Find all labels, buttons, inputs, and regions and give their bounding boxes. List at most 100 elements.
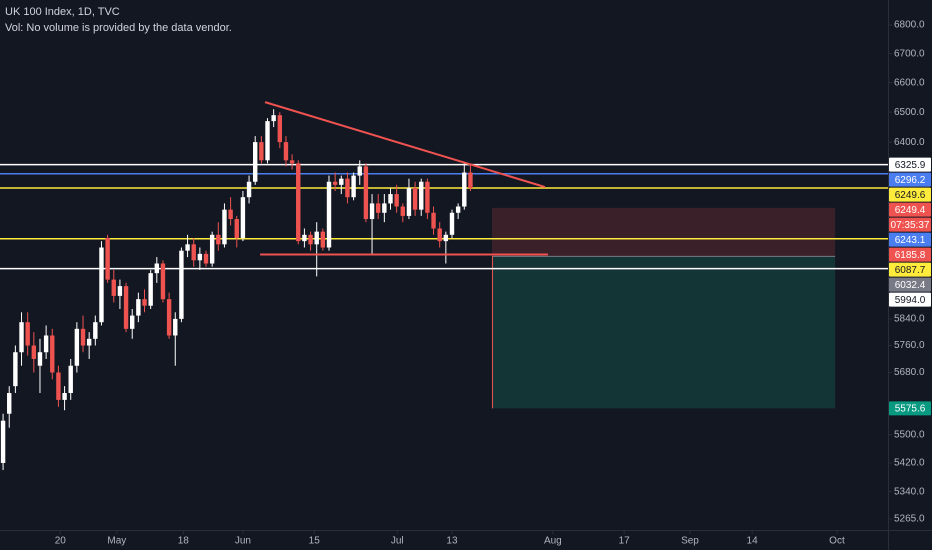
x-tick-label: Aug — [544, 536, 562, 547]
candle-body — [216, 234, 221, 245]
price-tag — [889, 401, 931, 416]
candle-body — [86, 338, 92, 346]
candle-body — [111, 279, 116, 296]
candle-body — [160, 263, 166, 300]
y-tick-label: 6800.0 — [894, 20, 925, 31]
price-tag — [889, 292, 931, 307]
candle-body — [253, 142, 258, 182]
candle-body — [68, 365, 73, 394]
candle-body — [246, 181, 252, 198]
candle-body — [388, 194, 393, 204]
price-tag-label: 6087.7 — [895, 265, 926, 276]
candle-body — [74, 328, 80, 366]
candle-body — [382, 203, 387, 213]
candle-body — [234, 219, 239, 238]
y-tick-label: 6500.0 — [894, 107, 925, 118]
x-tick-label: Sep — [681, 536, 699, 547]
candle-body — [443, 234, 449, 242]
candle-body — [13, 352, 18, 387]
candle-body — [173, 318, 178, 336]
trendline — [264, 101, 546, 188]
candle-body — [166, 299, 172, 336]
price-tag-label: 6249.4 — [895, 205, 926, 216]
price-tag — [889, 157, 931, 172]
y-tick-label: 5340.0 — [894, 486, 925, 497]
price-tag-label: 6249.6 — [895, 190, 926, 201]
x-tick-label: 17 — [619, 536, 631, 547]
y-tick-label: 5265.0 — [894, 514, 925, 525]
candle-body — [314, 231, 319, 245]
x-tick-label: 13 — [446, 536, 458, 547]
candle-body — [308, 234, 313, 245]
candle-body — [320, 231, 326, 248]
y-tick-label: 6600.0 — [894, 77, 925, 88]
candle-body — [302, 234, 307, 242]
candle-body — [99, 247, 104, 323]
x-tick-label: Oct — [829, 536, 845, 547]
y-tick-label: 5500.0 — [894, 429, 925, 440]
price-tag-label: 5994.0 — [895, 295, 926, 306]
candle-body — [431, 212, 436, 229]
candle-body — [50, 335, 55, 373]
plot-area — [0, 101, 888, 471]
stop-zone — [491, 207, 836, 257]
candle-body — [375, 203, 381, 213]
candle-body — [437, 228, 442, 242]
candle-body — [462, 172, 467, 207]
countdown-label: 07:35:37 — [891, 220, 930, 231]
candle-body — [25, 322, 30, 346]
candle-body — [123, 286, 129, 329]
candle-body — [332, 181, 338, 185]
candle-body — [468, 172, 473, 189]
y-tick-label: 5760.0 — [894, 340, 925, 351]
chart-title: UK 100 Index, 1D, TVC — [5, 6, 120, 18]
candle-body — [326, 181, 332, 248]
candle-body — [400, 206, 405, 216]
candle-body — [259, 142, 264, 161]
candle-body — [203, 253, 209, 264]
candle-body — [222, 209, 227, 245]
candle-body — [31, 345, 37, 359]
candle-body — [277, 115, 283, 143]
candle-body — [7, 393, 12, 414]
candle-body — [93, 322, 98, 339]
candle-body — [394, 194, 399, 207]
y-tick-label: 5840.0 — [894, 314, 925, 325]
candle-body — [296, 163, 301, 242]
candle-body — [148, 273, 153, 306]
candle-body — [369, 203, 375, 220]
price-tag-label: 6243.1 — [895, 235, 926, 246]
y-tick-label: 5420.0 — [894, 458, 925, 469]
candle-body — [425, 181, 430, 213]
candle-body — [419, 181, 424, 210]
candle-body — [345, 178, 350, 198]
y-tick-label: 6700.0 — [894, 48, 925, 59]
candle-body — [449, 212, 455, 235]
price-tag — [889, 262, 931, 277]
x-tick-label: 14 — [747, 536, 759, 547]
candle-body — [117, 286, 123, 296]
countdown-tag — [889, 217, 931, 232]
x-tick-label: May — [107, 536, 126, 547]
candle-body — [197, 253, 203, 261]
candle-body — [363, 166, 369, 220]
candle-body — [185, 244, 190, 251]
price-tag — [889, 187, 931, 202]
candle-body — [56, 372, 61, 400]
chart-subtitle: Vol: No volume is provided by the data v… — [5, 22, 232, 34]
candle-body — [80, 328, 86, 346]
candle-body — [283, 142, 289, 161]
price-tag-label: 6325.9 — [895, 160, 926, 171]
candle-body — [412, 187, 418, 210]
candle-body — [240, 197, 246, 238]
candle-body — [154, 263, 160, 274]
candle-body — [191, 244, 196, 261]
candle-body — [357, 166, 362, 176]
candle-body — [136, 299, 141, 316]
candle-body — [142, 299, 147, 306]
candle-body — [62, 393, 67, 400]
price-tag — [889, 202, 931, 217]
x-tick-label: 15 — [309, 536, 321, 547]
candle-body — [179, 250, 184, 319]
